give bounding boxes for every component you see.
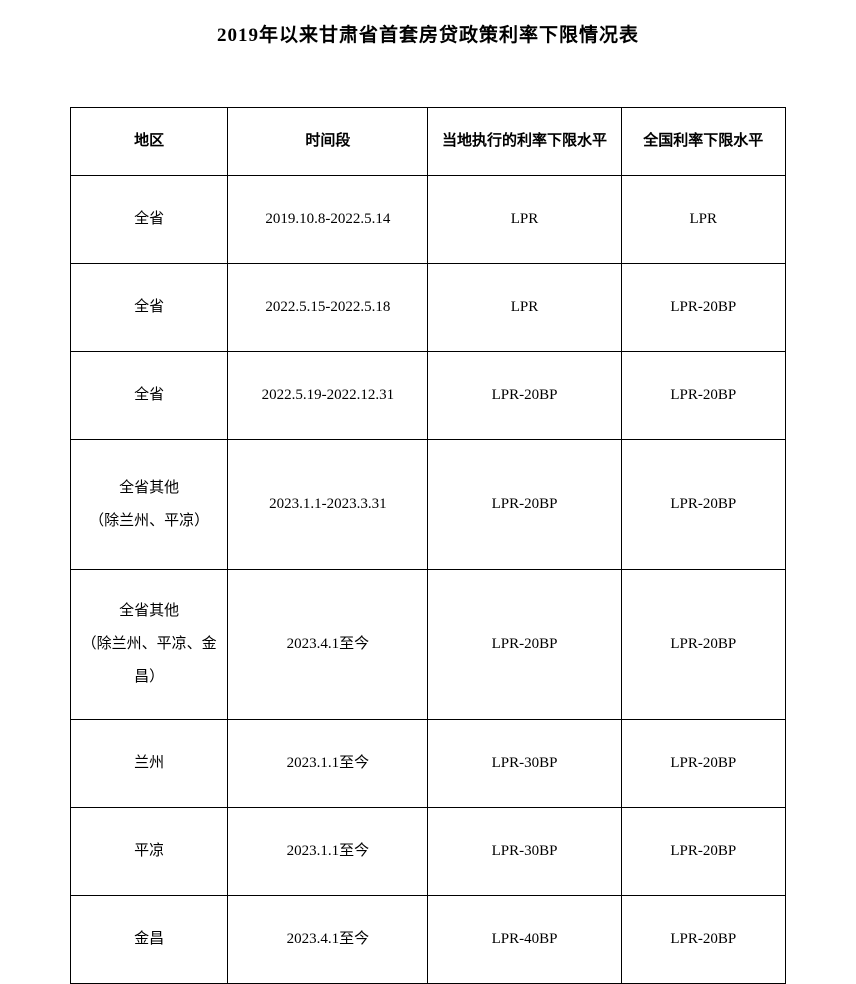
region-line2: （除兰州、平凉、金昌）: [75, 628, 223, 694]
header-local-rate: 当地执行的利率下限水平: [428, 108, 621, 176]
table-row: 金昌 2023.4.1至今 LPR-40BP LPR-20BP: [71, 896, 786, 984]
cell-national-rate: LPR-20BP: [621, 720, 785, 808]
cell-national-rate: LPR-20BP: [621, 808, 785, 896]
cell-local-rate: LPR-20BP: [428, 570, 621, 720]
header-period: 时间段: [228, 108, 428, 176]
cell-period: 2019.10.8-2022.5.14: [228, 176, 428, 264]
table-row: 兰州 2023.1.1至今 LPR-30BP LPR-20BP: [71, 720, 786, 808]
cell-region: 兰州: [71, 720, 228, 808]
cell-period: 2023.1.1至今: [228, 720, 428, 808]
cell-region: 全省其他 （除兰州、平凉）: [71, 440, 228, 570]
cell-region: 金昌: [71, 896, 228, 984]
header-row: 地区 时间段 当地执行的利率下限水平 全国利率下限水平: [71, 108, 786, 176]
header-region: 地区: [71, 108, 228, 176]
cell-local-rate: LPR: [428, 176, 621, 264]
document-container: 2019年以来甘肃省首套房贷政策利率下限情况表 地区 时间段 当地执行的利率下限…: [0, 0, 856, 984]
cell-period: 2022.5.15-2022.5.18: [228, 264, 428, 352]
region-line1: 全省其他: [75, 595, 223, 628]
cell-period: 2023.1.1-2023.3.31: [228, 440, 428, 570]
cell-local-rate: LPR-30BP: [428, 720, 621, 808]
rate-table: 地区 时间段 当地执行的利率下限水平 全国利率下限水平 全省 2019.10.8…: [70, 107, 786, 984]
cell-national-rate: LPR-20BP: [621, 264, 785, 352]
cell-region: 全省: [71, 264, 228, 352]
cell-period: 2023.4.1至今: [228, 896, 428, 984]
cell-period: 2022.5.19-2022.12.31: [228, 352, 428, 440]
cell-region: 全省: [71, 352, 228, 440]
cell-national-rate: LPR-20BP: [621, 352, 785, 440]
table-row: 平凉 2023.1.1至今 LPR-30BP LPR-20BP: [71, 808, 786, 896]
table-row: 全省 2022.5.19-2022.12.31 LPR-20BP LPR-20B…: [71, 352, 786, 440]
cell-region: 全省其他 （除兰州、平凉、金昌）: [71, 570, 228, 720]
header-national-rate: 全国利率下限水平: [621, 108, 785, 176]
table-header: 地区 时间段 当地执行的利率下限水平 全国利率下限水平: [71, 108, 786, 176]
cell-national-rate: LPR-20BP: [621, 440, 785, 570]
table-row: 全省 2022.5.15-2022.5.18 LPR LPR-20BP: [71, 264, 786, 352]
region-line1: 全省其他: [75, 472, 223, 505]
cell-local-rate: LPR-20BP: [428, 440, 621, 570]
table-row: 全省其他 （除兰州、平凉） 2023.1.1-2023.3.31 LPR-20B…: [71, 440, 786, 570]
cell-local-rate: LPR: [428, 264, 621, 352]
cell-region: 全省: [71, 176, 228, 264]
cell-local-rate: LPR-20BP: [428, 352, 621, 440]
cell-national-rate: LPR-20BP: [621, 570, 785, 720]
cell-local-rate: LPR-40BP: [428, 896, 621, 984]
cell-period: 2023.4.1至今: [228, 570, 428, 720]
table-row: 全省 2019.10.8-2022.5.14 LPR LPR: [71, 176, 786, 264]
cell-local-rate: LPR-30BP: [428, 808, 621, 896]
document-title: 2019年以来甘肃省首套房贷政策利率下限情况表: [70, 20, 786, 47]
table-body: 全省 2019.10.8-2022.5.14 LPR LPR 全省 2022.5…: [71, 176, 786, 984]
table-row: 全省其他 （除兰州、平凉、金昌） 2023.4.1至今 LPR-20BP LPR…: [71, 570, 786, 720]
cell-period: 2023.1.1至今: [228, 808, 428, 896]
cell-national-rate: LPR: [621, 176, 785, 264]
cell-region: 平凉: [71, 808, 228, 896]
region-line2: （除兰州、平凉）: [75, 505, 223, 538]
cell-national-rate: LPR-20BP: [621, 896, 785, 984]
